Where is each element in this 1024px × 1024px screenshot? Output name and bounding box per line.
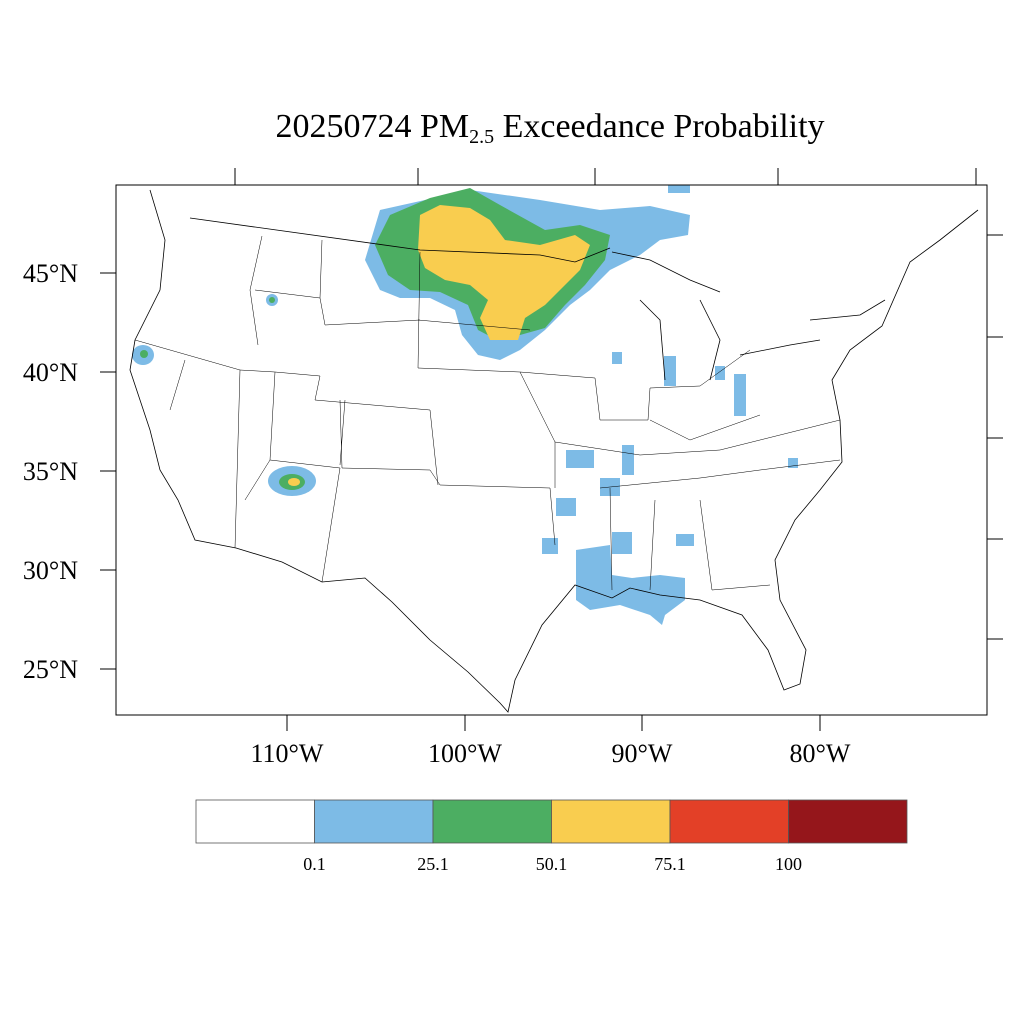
lat-label: 35°N xyxy=(23,457,78,486)
patch-ca-green xyxy=(140,350,148,358)
patch-upper-blue xyxy=(668,185,690,193)
map-panel: 45°N 40°N 35°N 30°N 25°N 110°W 100°W 90°… xyxy=(23,168,1003,768)
axis-ticks xyxy=(100,168,1003,731)
lon-label: 110°W xyxy=(251,739,324,768)
color-legend: 0.1 25.1 50.1 75.1 100 xyxy=(195,799,908,874)
patch-blue-12 xyxy=(788,458,798,468)
patch-blue-11 xyxy=(676,534,694,546)
patch-az-yellow xyxy=(288,478,300,486)
lon-label: 90°W xyxy=(612,739,673,768)
legend-color-box xyxy=(788,799,908,844)
legend-tick-label: 100 xyxy=(775,854,802,874)
patch-blue-5 xyxy=(566,450,594,468)
patch-blue-3 xyxy=(715,366,725,380)
patch-blue-10 xyxy=(612,532,632,554)
patch-blue-2 xyxy=(664,356,676,386)
legend-color-box xyxy=(551,799,671,844)
legend-tick-label: 75.1 xyxy=(654,854,686,874)
patch-blue-6 xyxy=(622,445,634,475)
legend-color-box xyxy=(669,799,789,844)
patch-idaho-green xyxy=(269,297,275,303)
title-subscript: 2.5 xyxy=(469,126,495,148)
legend-color-box xyxy=(314,799,434,844)
patch-blue-1 xyxy=(612,352,622,364)
patch-blue-gulf xyxy=(576,545,685,625)
map-frame xyxy=(115,184,988,716)
legend-color-box xyxy=(195,799,315,844)
probability-shading xyxy=(132,185,798,625)
lon-labels: 110°W 100°W 90°W 80°W xyxy=(251,739,851,768)
state-lines xyxy=(134,235,841,591)
canada-border xyxy=(189,217,611,263)
lon-label: 100°W xyxy=(428,739,502,768)
patch-blue-8 xyxy=(556,498,576,516)
map-lines xyxy=(129,189,979,713)
lat-label: 30°N xyxy=(23,556,78,585)
lat-label: 45°N xyxy=(23,259,78,288)
map-title: 20250724 PM2.5 Exceedance Probability xyxy=(0,108,1024,149)
lat-labels: 45°N 40°N 35°N 30°N 25°N xyxy=(23,259,78,684)
patch-blue-9 xyxy=(542,538,558,554)
legend-tick-label: 0.1 xyxy=(303,854,326,874)
great-lakes xyxy=(611,251,886,381)
lat-label: 40°N xyxy=(23,358,78,387)
legend-tick-label: 50.1 xyxy=(536,854,568,874)
lon-label: 80°W xyxy=(790,739,851,768)
patch-blue-4 xyxy=(734,374,746,416)
legend-tick-label: 25.1 xyxy=(417,854,449,874)
title-prefix: 20250724 PM xyxy=(275,108,470,145)
lat-label: 25°N xyxy=(23,655,78,684)
us-outline xyxy=(129,189,979,713)
title-suffix: Exceedance Probability xyxy=(494,108,825,145)
legend-color-box xyxy=(432,799,552,844)
plume-north-yellow xyxy=(418,205,590,340)
legend-tick-labels: 0.1 25.1 50.1 75.1 100 xyxy=(303,854,802,874)
legend-boxes xyxy=(195,799,908,844)
